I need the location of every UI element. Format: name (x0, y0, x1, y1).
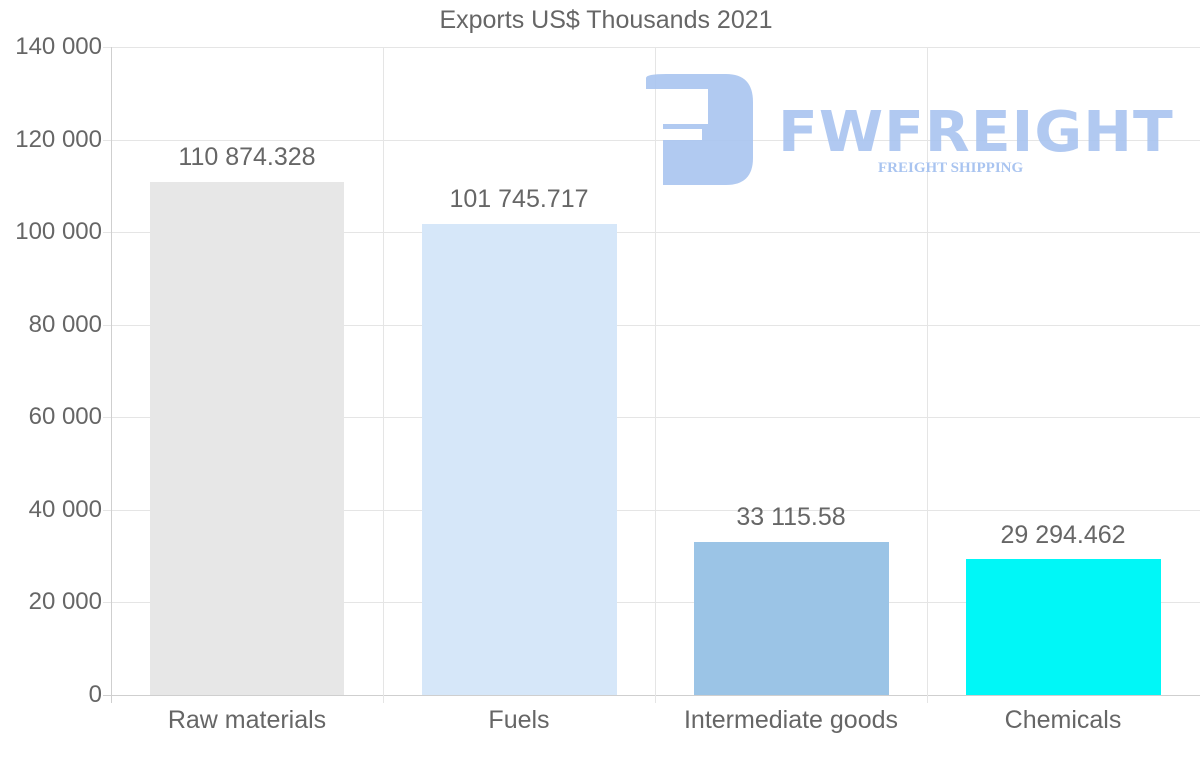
vgridline-3 (927, 47, 928, 703)
y-tick-80000: 80 000 (28, 310, 102, 338)
vgridline-1 (383, 47, 384, 703)
value-label-chemicals: 29 294.462 (1000, 521, 1126, 549)
bar-chemicals[interactable] (966, 559, 1161, 695)
gridline-60000 (103, 417, 1200, 419)
watermark-brand: FWFREIGHT (778, 100, 1174, 165)
plot-area: FWFREIGHT FREIGHT SHIPPING 110 874.328 1… (103, 47, 1200, 703)
gridline-40000 (103, 509, 1200, 511)
x-axis-line (103, 695, 1200, 696)
watermark-tagline: FREIGHT SHIPPING (878, 160, 1024, 176)
value-label-fuels: 101 745.717 (449, 185, 589, 213)
gridline-140000 (103, 47, 1200, 48)
y-tick-0: 0 (88, 681, 102, 708)
y-tick-60000: 60 000 (28, 403, 102, 431)
gridline-100000 (103, 232, 1200, 234)
gridline-80000 (103, 324, 1200, 326)
gridline-120000 (103, 139, 1200, 141)
gridline-20000 (103, 602, 1200, 604)
value-label-intermediate-goods: 33 115.58 (736, 503, 846, 531)
y-tick-40000: 40 000 (28, 495, 102, 523)
fwfreight-logo-icon (646, 74, 753, 185)
x-tick-chemicals: Chemicals (1004, 706, 1122, 734)
y-axis-line (111, 47, 112, 703)
y-tick-120000: 120 000 (15, 125, 102, 153)
vgridline-2 (655, 47, 656, 703)
y-tick-20000: 20 000 (28, 588, 102, 616)
bar-raw-materials[interactable] (150, 181, 344, 695)
bar-fuels[interactable] (422, 224, 617, 695)
bar-intermediate-goods[interactable] (694, 541, 889, 695)
x-tick-intermediate-goods: Intermediate goods (683, 706, 899, 734)
y-tick-100000: 100 000 (15, 218, 102, 246)
x-tick-fuels: Fuels (488, 706, 550, 734)
value-label-raw-materials: 110 874.328 (178, 143, 316, 171)
fwfreight-watermark: FWFREIGHT FREIGHT SHIPPING (646, 74, 1173, 189)
y-tick-140000: 140 000 (15, 33, 102, 60)
chart-title: Exports US$ Thousands 2021 (439, 6, 773, 34)
x-tick-raw-materials: Raw materials (167, 706, 327, 734)
